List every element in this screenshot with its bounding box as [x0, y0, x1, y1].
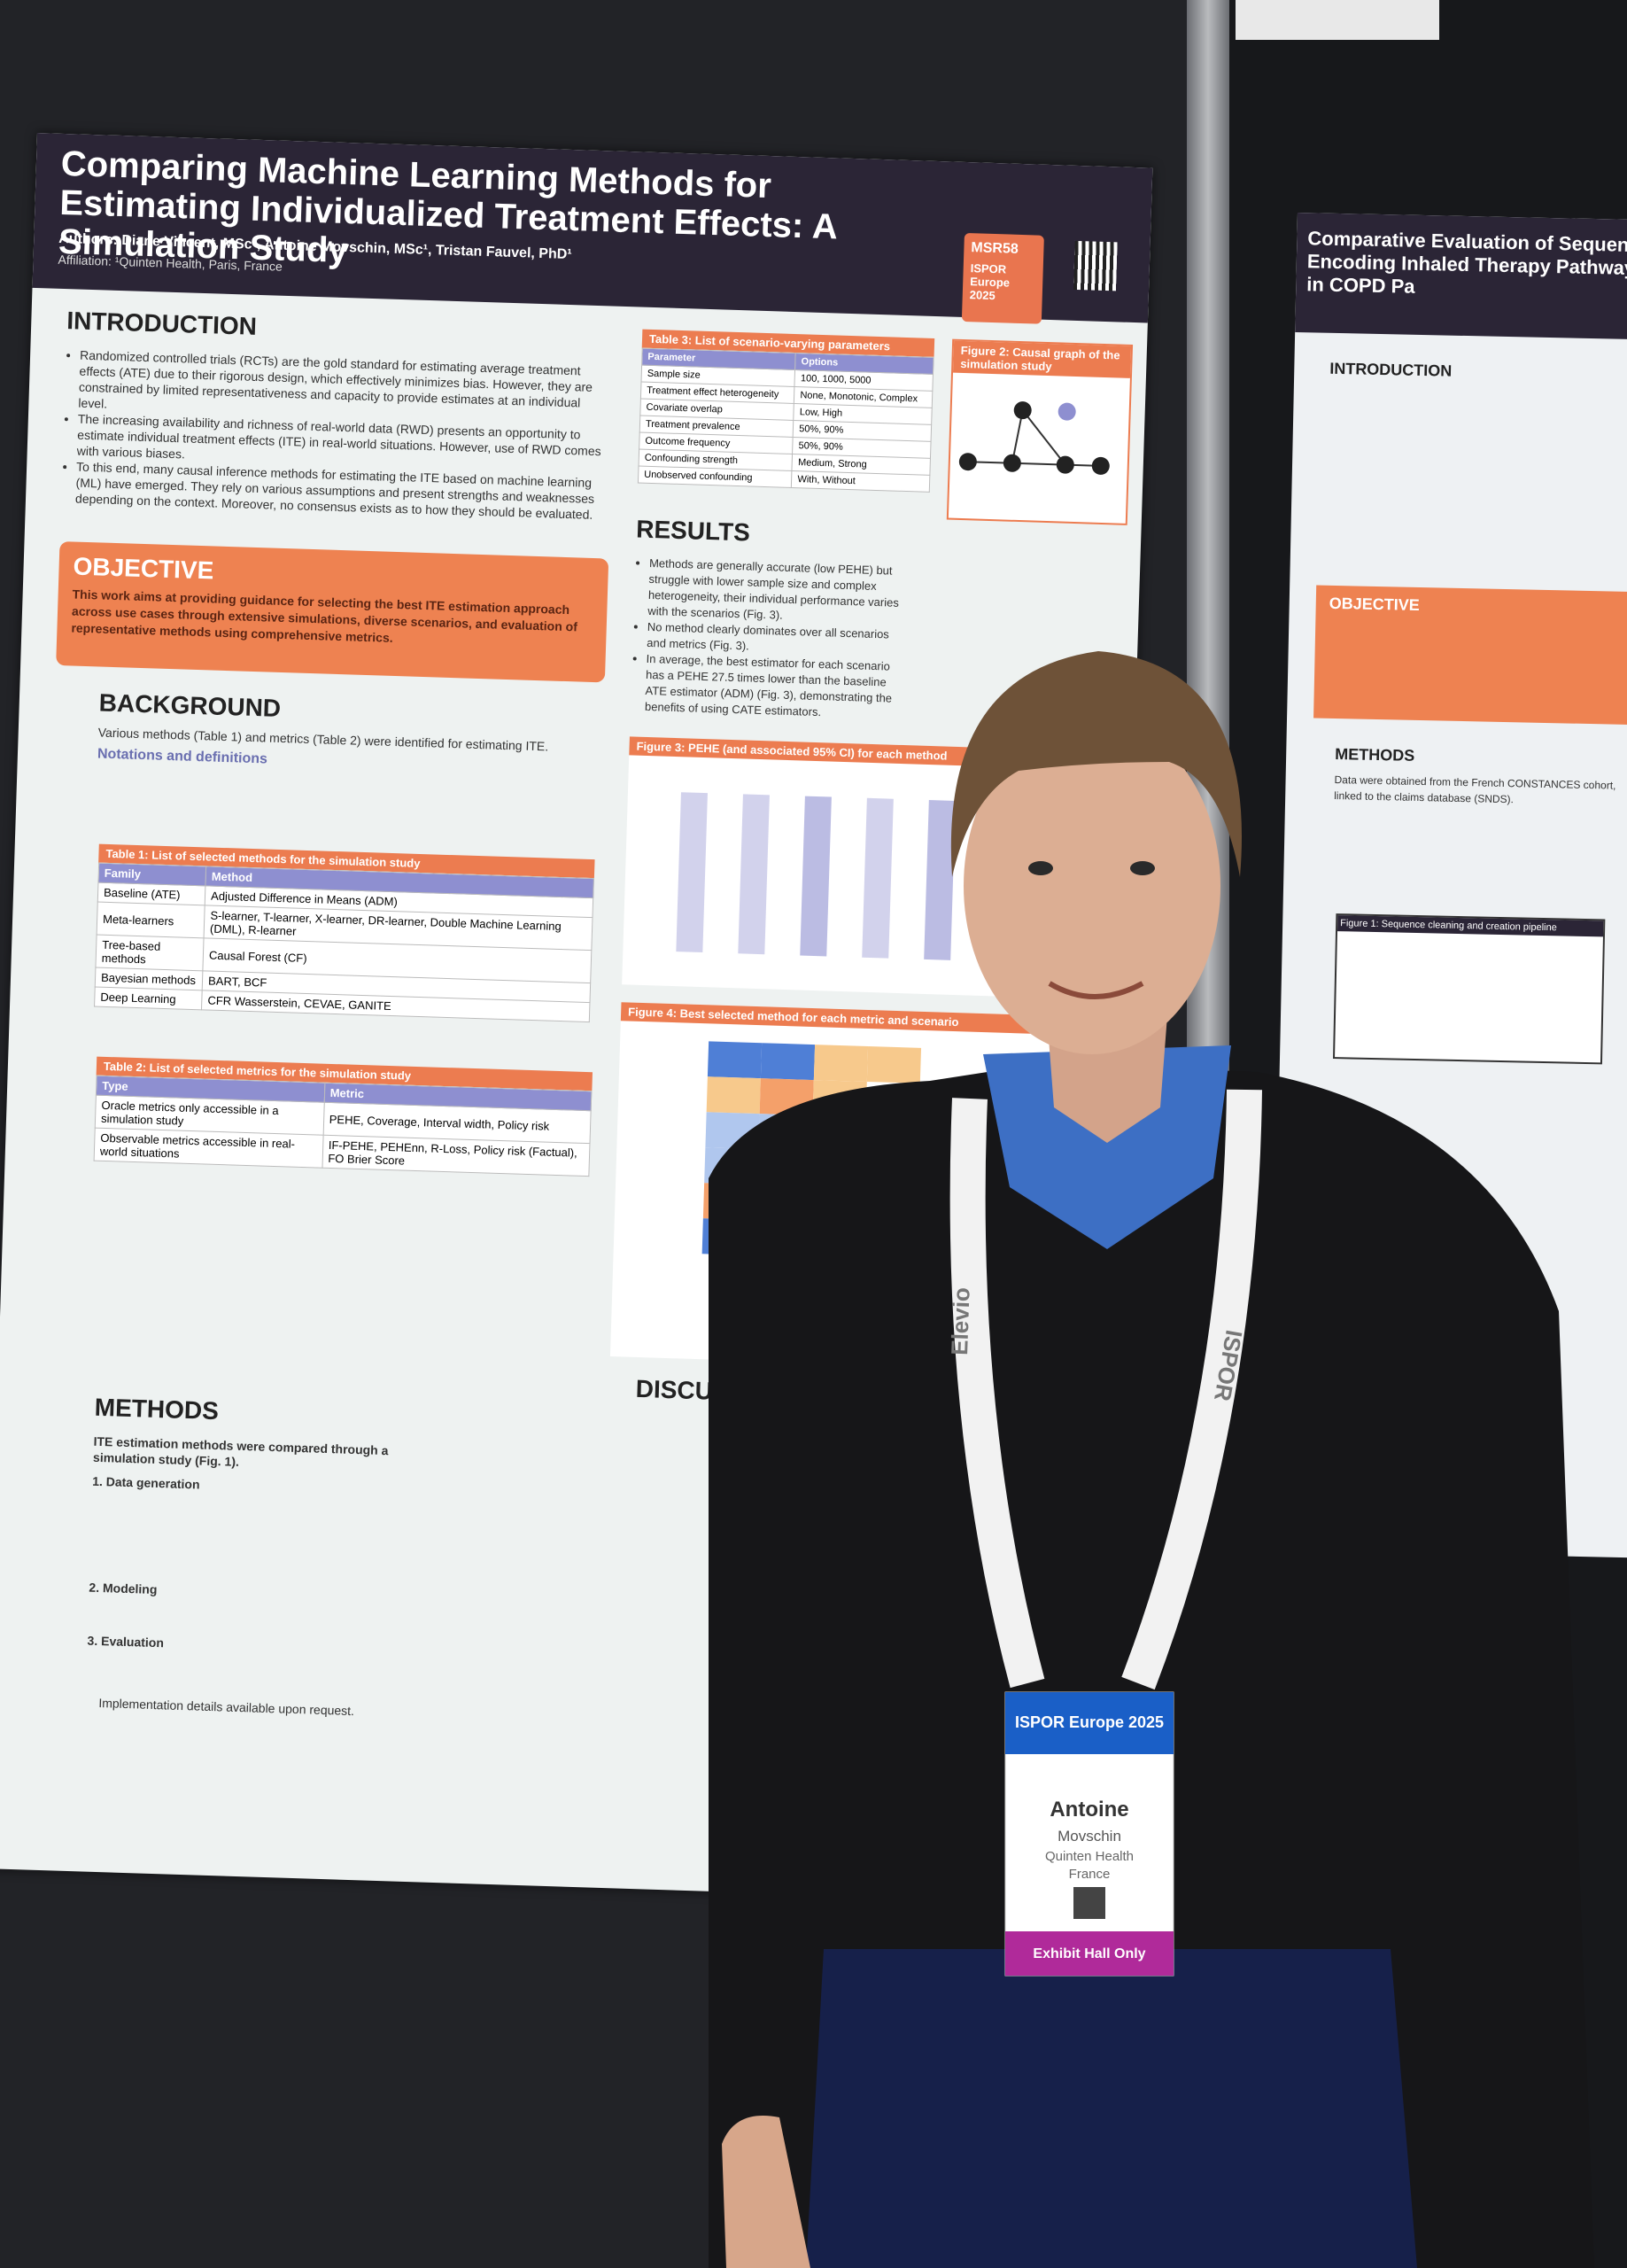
causal-graph [958, 401, 1110, 475]
country: France [1069, 1867, 1111, 1882]
lanyard [949, 1098, 1045, 1689]
bar-panels [676, 792, 956, 960]
organization: Quinten Health [1045, 1849, 1134, 1864]
badge-footer: Exhibit Hall Only [1033, 1946, 1145, 1961]
figure-3: Figure 3: PEHE (and associated 95% CI) f… [622, 736, 1108, 1000]
hand [722, 2116, 810, 2268]
first-name: Antoine [1050, 1798, 1128, 1821]
badge-event: ISPOR Europe 2025 [1015, 1713, 1164, 1731]
jeans [806, 1949, 1417, 2268]
hair [950, 651, 1242, 877]
figure-2: Figure 2: Causal graph of the simulation… [946, 338, 1134, 525]
paper [1236, 0, 1439, 40]
shirt-collar [983, 1045, 1231, 1249]
last-name: Movschin [1058, 1828, 1121, 1845]
lanyard [1121, 1089, 1262, 1690]
lanyard-text: Elevio [946, 1287, 975, 1356]
name-badge: ISPOR Europe 2025 Antoine Movschin Quint… [1004, 1691, 1174, 1977]
face [964, 718, 1220, 1054]
